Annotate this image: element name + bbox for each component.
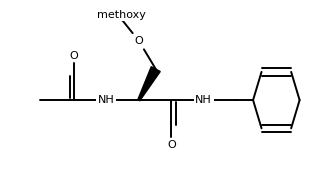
Text: O: O — [134, 36, 143, 46]
Text: O: O — [70, 51, 78, 61]
Text: O: O — [167, 140, 176, 150]
Text: NH: NH — [98, 95, 115, 105]
Text: NH: NH — [195, 95, 212, 105]
Text: methoxy: methoxy — [98, 10, 146, 20]
Polygon shape — [138, 67, 160, 101]
